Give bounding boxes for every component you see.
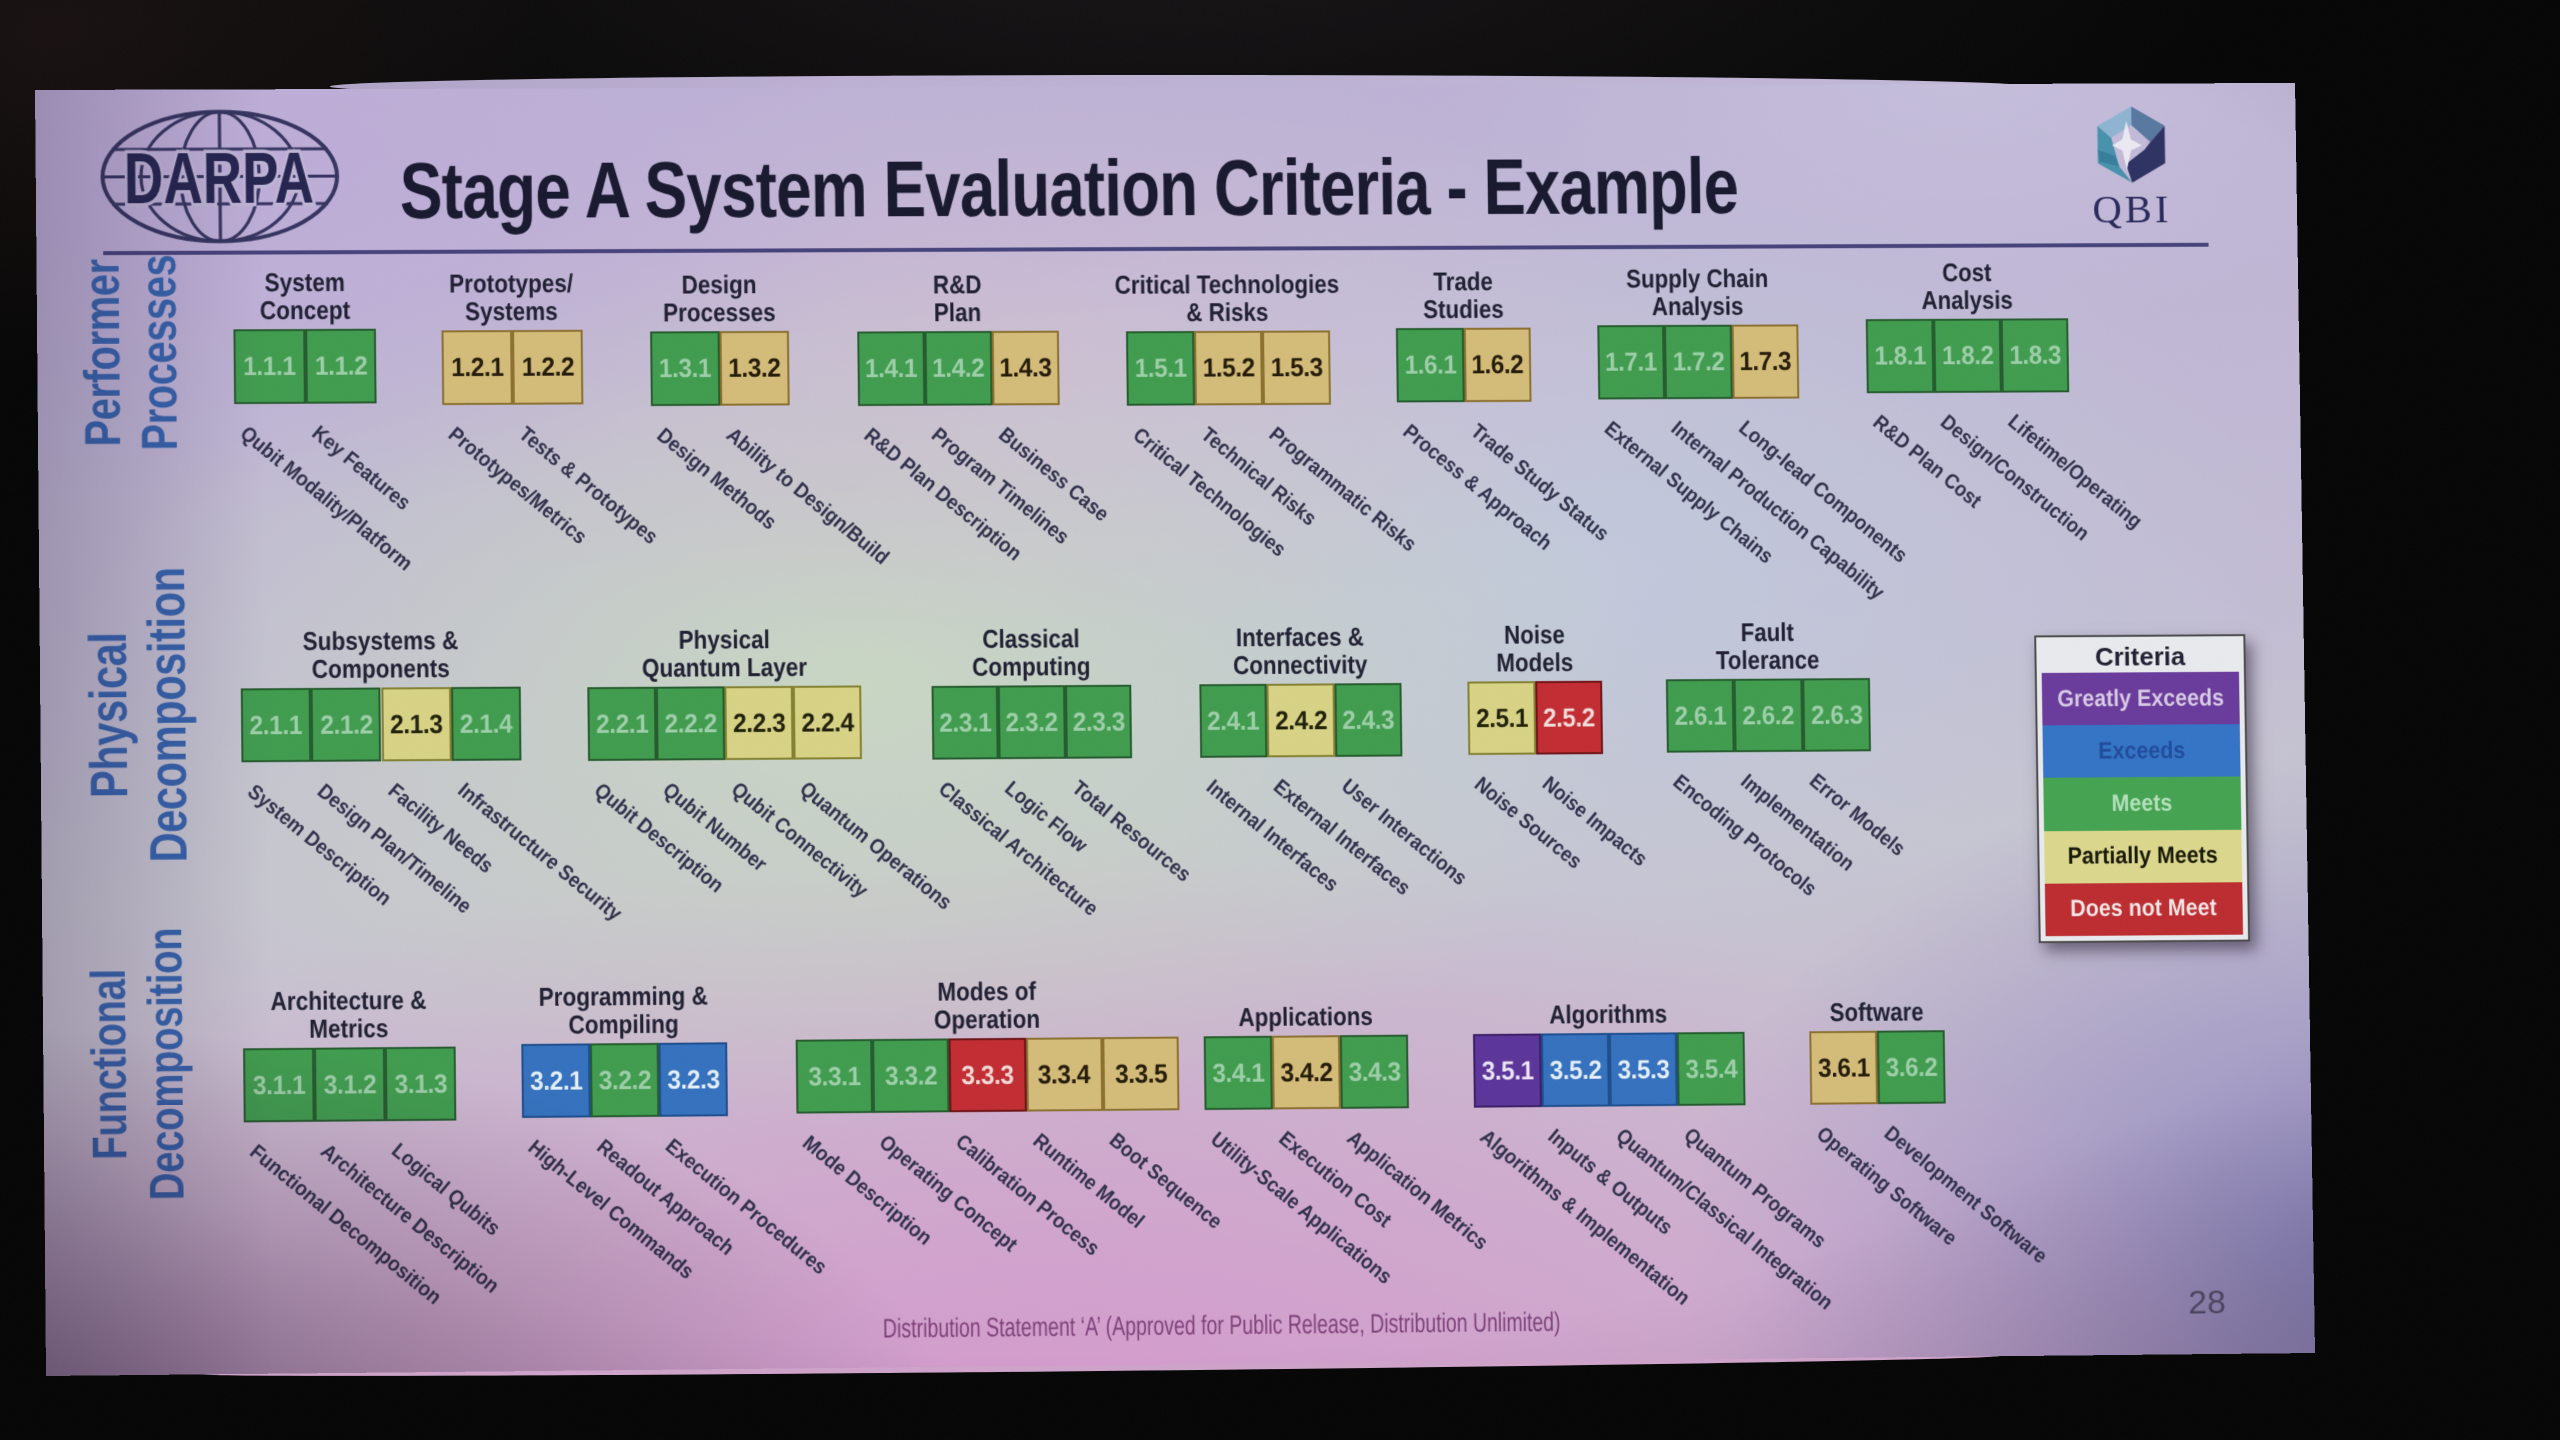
svg-text:DARPA: DARPA [123, 139, 314, 219]
